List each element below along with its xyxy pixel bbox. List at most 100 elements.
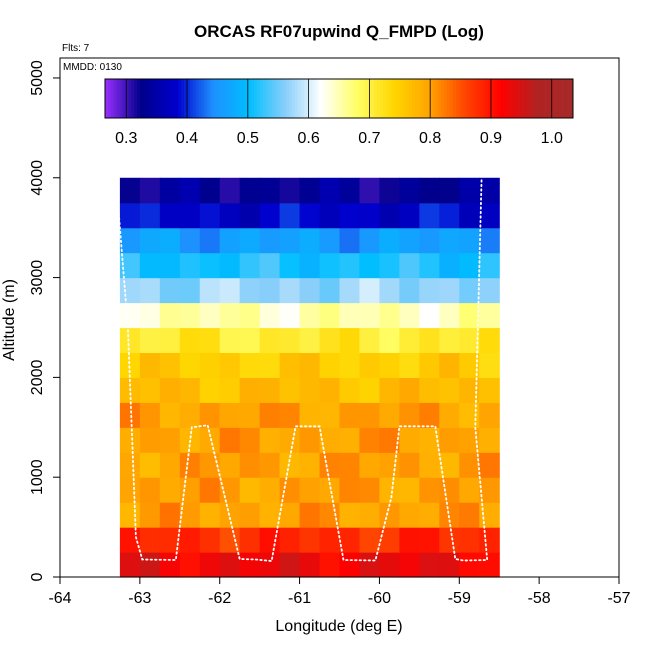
heatmap-cell xyxy=(299,202,321,229)
heatmap-cell xyxy=(379,452,400,478)
heatmap-cell xyxy=(459,202,480,229)
colorbar-swatch xyxy=(148,79,153,118)
heatmap-cell xyxy=(439,452,460,478)
heatmap-cell xyxy=(139,177,161,204)
colorbar-swatch xyxy=(374,79,378,118)
heatmap-cell xyxy=(399,252,420,279)
heatmap-cell xyxy=(419,452,440,478)
heatmap-cell xyxy=(139,202,161,229)
heatmap-cell xyxy=(139,427,161,453)
heatmap-cell xyxy=(199,277,221,304)
colorbar-swatch xyxy=(491,79,495,118)
heatmap-cell xyxy=(379,527,400,553)
colorbar-swatch xyxy=(230,79,235,118)
heatmap-cell xyxy=(419,327,440,354)
colorbar-swatch xyxy=(555,79,559,118)
colorbar-swatch xyxy=(534,79,539,118)
heatmap-cell xyxy=(379,277,400,304)
heatmap-cell xyxy=(219,327,241,354)
colorbar-swatch xyxy=(303,79,308,118)
heatmap-cell xyxy=(359,477,381,503)
colorbar-swatch xyxy=(476,79,480,118)
heatmap-cell xyxy=(239,377,261,403)
heatmap-cell xyxy=(119,202,141,229)
heatmap-cell xyxy=(399,302,420,329)
heatmap-cell xyxy=(139,477,161,503)
heatmap-cell xyxy=(419,502,440,528)
heatmap-cell xyxy=(279,527,301,553)
heatmap-cell xyxy=(479,202,500,229)
heatmap-cell xyxy=(159,302,181,329)
colorbar-swatch xyxy=(371,79,375,118)
x-tick-label: -64 xyxy=(48,590,71,607)
heatmap-cell xyxy=(339,177,361,204)
heatmap-cell xyxy=(379,402,400,428)
heatmap-cell xyxy=(219,552,241,578)
heatmap-cell xyxy=(279,327,301,354)
colorbar-swatch xyxy=(327,79,331,118)
heatmap-cell xyxy=(139,527,161,553)
heatmap-cell xyxy=(319,477,341,503)
colorbar-swatch xyxy=(417,79,422,118)
heatmap-cell xyxy=(339,427,361,453)
colorbar-tick-label: 0.9 xyxy=(480,130,502,147)
colorbar-swatch xyxy=(289,79,293,118)
heatmap-cell xyxy=(239,452,261,478)
colorbar-swatch xyxy=(172,79,176,118)
heatmap-cell xyxy=(239,502,261,528)
heatmap-cell xyxy=(279,227,301,254)
heatmap-cell xyxy=(219,177,241,204)
colorbar-swatch xyxy=(412,79,416,118)
colorbar-swatch xyxy=(157,79,162,118)
heatmap-cell xyxy=(419,302,440,329)
heatmap-cell xyxy=(479,227,500,254)
colorbar-swatch xyxy=(520,79,524,118)
colorbar-swatch xyxy=(277,79,281,118)
heatmap-cell xyxy=(479,377,500,403)
heatmap-cell xyxy=(479,427,500,453)
colorbar-swatch xyxy=(315,79,320,118)
colorbar-swatch xyxy=(485,79,489,118)
heatmap-cell xyxy=(119,502,141,528)
colorbar-swatch xyxy=(116,79,121,118)
colorbar-swatch xyxy=(368,79,372,118)
colorbar-tick-label: 0.7 xyxy=(358,130,380,147)
heatmap-cell xyxy=(239,202,261,229)
heatmap-cell xyxy=(119,177,141,204)
colorbar-swatch xyxy=(137,79,141,118)
heatmap-cell xyxy=(419,202,440,229)
colorbar-swatch xyxy=(420,79,425,118)
heatmap-cell xyxy=(379,202,400,229)
heatmap-cell xyxy=(399,502,420,528)
colorbar-swatch xyxy=(339,79,343,118)
colorbar-swatch xyxy=(567,79,571,118)
colorbar-tick-label: 0.3 xyxy=(115,130,137,147)
heatmap-cell xyxy=(419,527,440,553)
colorbar-swatch xyxy=(119,79,124,118)
heatmap-cell xyxy=(399,352,420,378)
heatmap-cell xyxy=(339,202,361,229)
heatmap-cell xyxy=(299,452,321,478)
heatmap-cell xyxy=(299,302,321,329)
heatmap-cell xyxy=(399,552,420,578)
heatmap-cell xyxy=(459,427,480,453)
heatmap-cell xyxy=(119,277,141,304)
heatmap-cell xyxy=(419,252,440,279)
flights-annotation: Flts: 7 xyxy=(62,43,90,54)
heatmap-cell xyxy=(459,352,480,378)
heatmap-cell xyxy=(279,277,301,304)
colorbar-swatch xyxy=(245,79,249,118)
heatmap-cell xyxy=(219,402,241,428)
colorbar-swatch xyxy=(526,79,530,118)
y-axis: 0 1000 2000 3000 4000 5000 xyxy=(29,60,61,581)
heatmap-cell xyxy=(459,502,480,528)
heatmap-cell xyxy=(359,202,381,229)
colorbar-swatch xyxy=(134,79,138,118)
colorbar-swatch xyxy=(558,79,562,118)
heatmap-cell xyxy=(259,377,281,403)
colorbar-swatch xyxy=(502,79,507,118)
heatmap-cell xyxy=(479,452,500,478)
heatmap-cell xyxy=(239,552,261,578)
heatmap-cell xyxy=(379,227,400,254)
heatmap-cell xyxy=(279,402,301,428)
